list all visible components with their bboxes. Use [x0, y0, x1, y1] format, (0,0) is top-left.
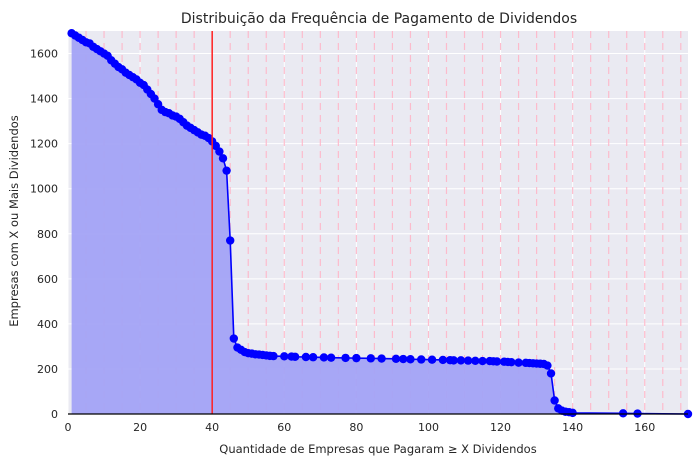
y-tick-label: 1000 [30, 183, 58, 196]
data-point [568, 408, 577, 418]
data-point [218, 154, 228, 163]
data-point [366, 354, 375, 363]
y-tick-label: 600 [37, 273, 58, 286]
data-point [471, 356, 480, 366]
y-tick-labels: 0 200 400 600 800 1000 1200 1400 1600 [30, 48, 58, 421]
data-point [546, 369, 556, 378]
data-point [290, 352, 300, 361]
data-point [507, 357, 516, 367]
x-tick-label: 20 [133, 421, 147, 434]
data-point [406, 355, 415, 364]
y-tick-label: 200 [37, 363, 58, 376]
data-point [449, 356, 458, 365]
data-point [326, 353, 336, 362]
data-point [226, 236, 235, 245]
x-tick-label: 120 [490, 421, 511, 434]
data-point [463, 356, 473, 365]
y-tick-label: 1200 [30, 138, 58, 151]
data-point [229, 334, 239, 343]
chart-title: Distribuição da Frequência de Pagamento … [181, 11, 577, 27]
y-tick-label: 400 [37, 318, 58, 331]
data-point [438, 355, 448, 365]
data-point [543, 361, 552, 370]
data-point [377, 354, 386, 363]
x-tick-label: 60 [277, 421, 291, 434]
x-tick-label: 40 [205, 421, 219, 434]
y-tick-label: 1600 [30, 48, 58, 61]
data-point [427, 355, 437, 364]
y-axis-label: Empresas com X ou Mais Dividendos [7, 115, 21, 327]
x-axis-label: Quantidade de Empresas que Pagaram ≥ X D… [219, 442, 536, 456]
x-tick-label: 160 [634, 421, 655, 434]
data-point [399, 354, 408, 364]
data-point [341, 353, 350, 363]
data-point [215, 147, 224, 156]
x-tick-label: 140 [562, 421, 583, 434]
data-point [308, 353, 318, 362]
y-tick-label: 800 [37, 228, 58, 241]
y-tick-label: 1400 [30, 93, 58, 106]
data-point [301, 352, 311, 362]
data-point [550, 396, 559, 405]
data-point [514, 358, 523, 367]
data-point [280, 352, 289, 361]
data-point [352, 353, 361, 363]
x-tick-label: 80 [349, 421, 363, 434]
data-point [319, 353, 329, 362]
x-tick-label: 100 [418, 421, 439, 434]
data-point [492, 357, 502, 366]
data-point [222, 166, 231, 175]
data-point [391, 354, 401, 364]
data-point [269, 351, 278, 361]
x-tick-label: 0 [65, 421, 72, 434]
y-tick-label: 0 [51, 408, 58, 421]
data-point [618, 409, 628, 418]
plot-area [67, 29, 693, 419]
data-point [417, 355, 426, 364]
x-tick-labels: 0 20 40 60 80 100 120 140 160 [65, 421, 656, 434]
data-point [478, 356, 487, 366]
area-fill [71, 33, 688, 415]
data-point [456, 356, 466, 365]
